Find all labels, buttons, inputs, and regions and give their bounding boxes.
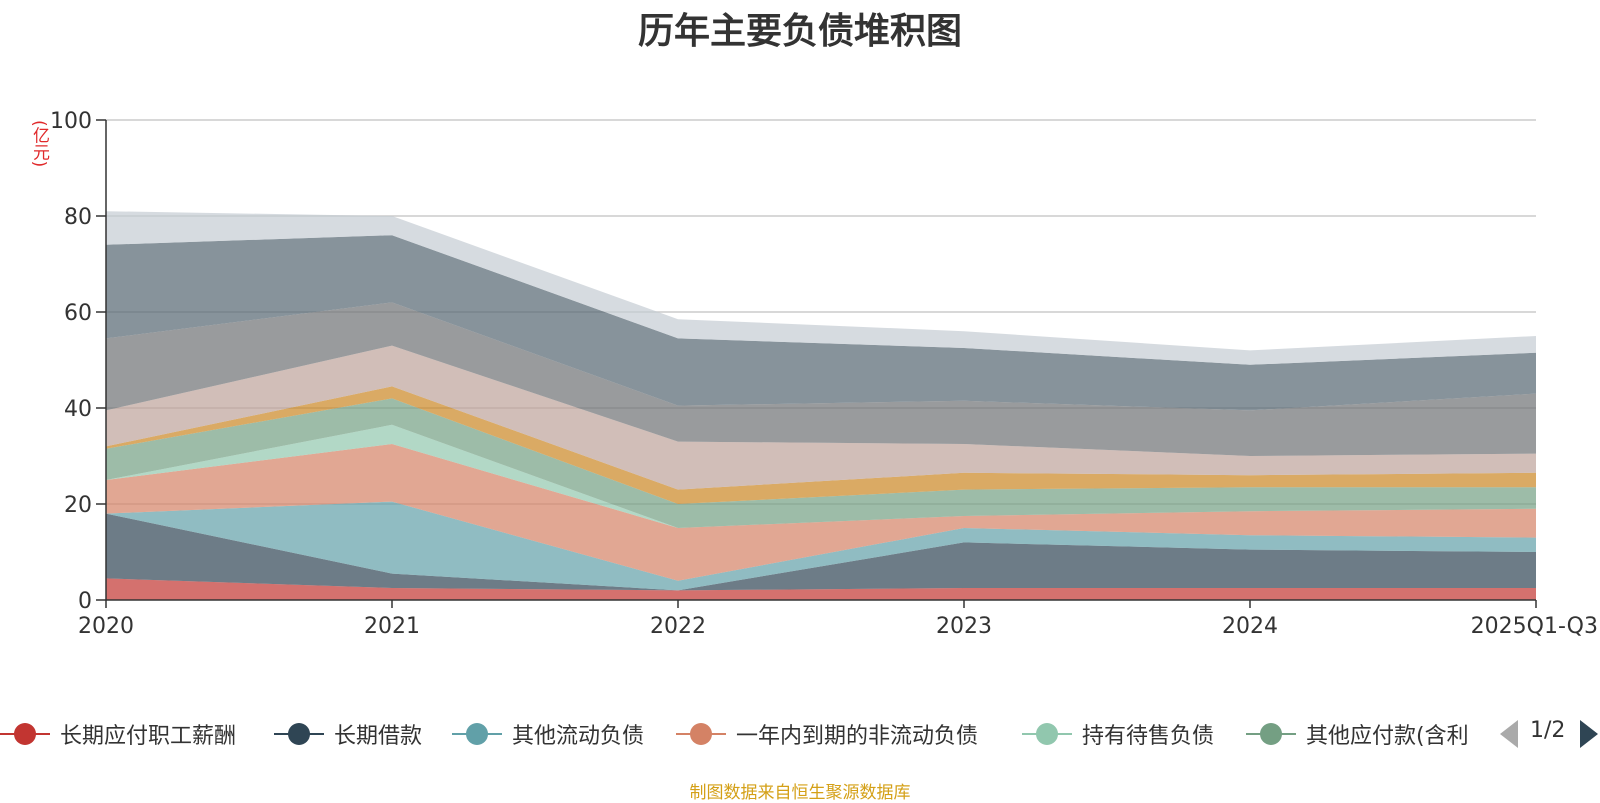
tick-labels: 0 20 40 60 80 100 2020 2021 2022 2023 2024 2025Q1-Q…: [50, 109, 1598, 639]
chart-title: 历年主要负债堆积图: [637, 11, 962, 52]
y-tick-label: 20: [64, 493, 92, 518]
area-series-2[interactable]: [106, 501, 1536, 591]
y-tick-label: 0: [78, 589, 92, 614]
legend-marker-icon: [1022, 714, 1072, 754]
legend-item[interactable]: 其他应付款(含利: [1246, 714, 1469, 754]
legend-page-indicator: 1/2: [1530, 718, 1566, 743]
legend-label: 其他流动负债: [512, 724, 645, 749]
legend-label: 长期借款: [334, 724, 423, 749]
x-tick-label: 2020: [78, 614, 134, 639]
legend-item[interactable]: 持有待售负债: [1022, 714, 1214, 754]
x-tick-label: 2024: [1222, 614, 1278, 639]
x-tick-label: 2021: [364, 614, 420, 639]
area-series-5[interactable]: [106, 398, 1536, 528]
area-series-8[interactable]: [106, 302, 1536, 456]
legend-label: 长期应付职工薪酬: [60, 724, 237, 749]
legend-item[interactable]: 一年内到期的非流动负债: [676, 714, 978, 754]
legend-marker-icon: [1246, 714, 1296, 754]
legend-next-page-icon[interactable]: [1580, 720, 1598, 748]
area-series-7[interactable]: [106, 345, 1536, 490]
y-tick-label: 80: [64, 205, 92, 230]
y-axis-unit-label: (亿元): [29, 120, 49, 168]
area-series-9[interactable]: [106, 235, 1536, 411]
legend-item[interactable]: 长期借款: [274, 714, 422, 754]
y-tick-label: 40: [64, 397, 92, 422]
x-tick-label: 2022: [650, 614, 706, 639]
y-tick-label: 100: [50, 109, 92, 134]
axes: [96, 119, 1537, 608]
legend-label: 一年内到期的非流动负债: [736, 724, 979, 749]
legend-marker-icon: [0, 714, 50, 754]
legend-label: 其他应付款(含利: [1306, 724, 1469, 749]
source-note: 制图数据来自恒生聚源数据库: [689, 783, 911, 803]
legend-marker-icon: [274, 714, 324, 754]
area-series-10[interactable]: [106, 211, 1536, 365]
area-series: [106, 211, 1536, 600]
legend: 长期应付职工薪酬 长期借款 其他流动负债 一年内到期的非流动负债 持有待售负债 其他应付款…: [0, 714, 1600, 754]
area-series-1[interactable]: [106, 513, 1536, 591]
legend-item[interactable]: 其他流动负债: [452, 714, 644, 754]
x-tick-label: 2025Q1-Q3: [1471, 614, 1598, 639]
legend-label: 持有待售负债: [1082, 724, 1215, 749]
x-tick-label: 2023: [936, 614, 992, 639]
legend-item[interactable]: 长期应付职工薪酬: [0, 714, 236, 754]
area-series-3[interactable]: [106, 444, 1536, 581]
legend-prev-page-icon[interactable]: [1500, 720, 1518, 748]
legend-marker-icon: [676, 714, 726, 754]
y-tick-label: 60: [64, 301, 92, 326]
legend-marker-icon: [452, 714, 502, 754]
